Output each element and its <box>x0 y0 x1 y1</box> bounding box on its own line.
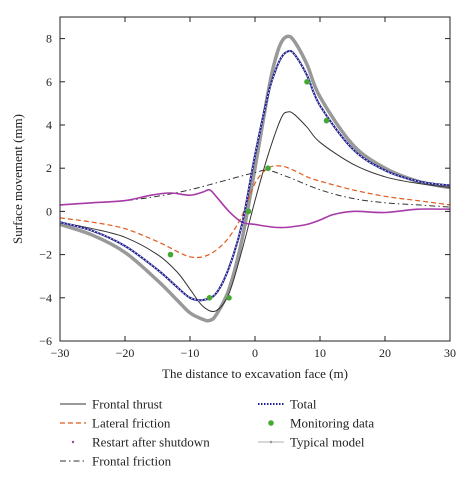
legend-label: Restart after shutdown <box>92 435 210 450</box>
legend-label: Monitoring data <box>290 416 374 431</box>
legend-item-monitoring-data: Monitoring data <box>268 416 374 431</box>
legend-item-frontal-friction: Frontal friction <box>60 454 172 469</box>
monitoring-data-point <box>167 251 174 258</box>
x-axis-title: The distance to excavation face (m) <box>162 366 348 381</box>
legend-item-frontal-thrust: Frontal thrust <box>60 397 163 412</box>
legend-swatch-dot <box>269 440 273 444</box>
x-tick-label: 0 <box>252 346 258 360</box>
y-tick-label: 2 <box>46 161 52 175</box>
legend: Frontal thrust Total Lateral friction Monit… <box>60 397 374 469</box>
legend-label: Lateral friction <box>92 416 171 431</box>
series-frontal-thrust <box>59 111 451 313</box>
monitoring-data-point <box>245 208 252 215</box>
legend-label: Typical model <box>290 435 365 450</box>
series-typical-model <box>59 34 451 323</box>
legend-label: Total <box>290 397 317 412</box>
y-tick-label: −6 <box>39 334 52 348</box>
y-tick-label: 6 <box>46 75 52 89</box>
x-tick-label: −10 <box>181 346 200 360</box>
monitoring-data-point <box>265 165 271 171</box>
legend-item-total: Total <box>258 397 317 412</box>
x-tick-label: 20 <box>379 346 391 360</box>
monitoring-data-point <box>323 117 330 124</box>
y-tick-label: 4 <box>46 118 52 132</box>
series-total <box>59 49 451 302</box>
y-axis-title: Surface movement (mm) <box>10 114 25 244</box>
x-tick-label: 10 <box>314 346 326 360</box>
legend-label: Frontal friction <box>92 454 172 469</box>
x-tick-label: −20 <box>116 346 135 360</box>
legend-item-typical-model: Typical model <box>258 435 365 450</box>
y-tick-label: 0 <box>46 204 52 218</box>
x-axis: −30 −20 −10 0 10 20 30 <box>51 17 456 360</box>
legend-item-lateral-friction: Lateral friction <box>60 416 171 431</box>
y-axis: −6 −4 −2 0 2 4 6 8 <box>39 32 450 348</box>
series-lateral-friction <box>59 165 451 259</box>
legend-swatch <box>268 420 274 426</box>
monitoring-data-point <box>304 79 310 85</box>
x-tick-label: 30 <box>444 346 456 360</box>
x-tick-label: −30 <box>51 346 70 360</box>
y-tick-label: −4 <box>39 291 52 305</box>
legend-label: Frontal thrust <box>92 397 163 412</box>
y-tick-label: −2 <box>39 248 52 262</box>
plot-series <box>59 34 451 323</box>
legend-swatch <box>71 440 75 444</box>
monitoring-data-point <box>206 295 213 301</box>
y-tick-label: 8 <box>46 32 52 46</box>
series-restart-after-shutdown <box>59 188 451 229</box>
monitoring-data-point <box>226 295 232 301</box>
legend-item-restart-after-shutdown: Restart after shutdown <box>71 435 210 450</box>
